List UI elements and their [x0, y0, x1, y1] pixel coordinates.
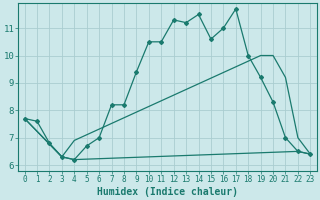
X-axis label: Humidex (Indice chaleur): Humidex (Indice chaleur): [97, 186, 238, 197]
